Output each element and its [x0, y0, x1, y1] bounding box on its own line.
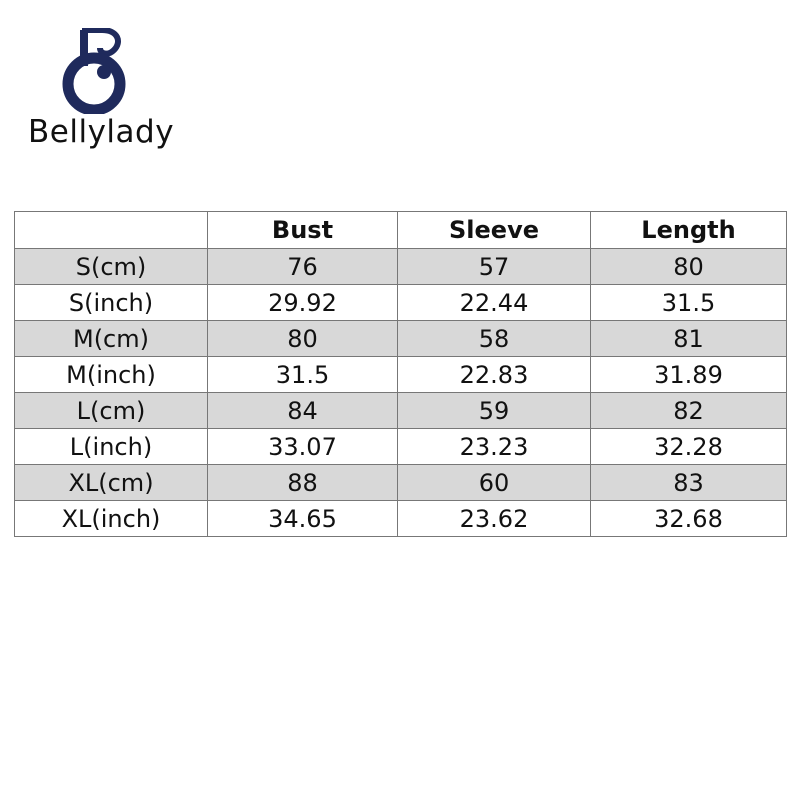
value-cell: 82 — [590, 392, 787, 429]
table-row: M(inch) 31.5 22.83 31.89 — [14, 356, 787, 393]
size-label-cell: S(cm) — [14, 248, 208, 285]
size-label-cell: L(cm) — [14, 392, 208, 429]
header-cell — [14, 211, 208, 249]
value-cell: 23.62 — [397, 500, 591, 537]
table-header-row: Bust Sleeve Length — [14, 211, 787, 249]
brand-logo — [28, 28, 178, 158]
value-cell: 60 — [397, 464, 591, 501]
brand-name: Bellylady — [28, 114, 175, 150]
value-cell: 83 — [590, 464, 787, 501]
table-row: S(inch) 29.92 22.44 31.5 — [14, 284, 787, 321]
value-cell: 84 — [207, 392, 398, 429]
table-row: L(cm) 84 59 82 — [14, 392, 787, 429]
value-cell: 81 — [590, 320, 787, 357]
size-chart-table: Bust Sleeve Length S(cm) 76 57 80 S(inch) 29.… — [14, 211, 787, 537]
value-cell: 34.65 — [207, 500, 398, 537]
value-cell: 59 — [397, 392, 591, 429]
size-label-cell: L(inch) — [14, 428, 208, 465]
value-cell: 88 — [207, 464, 398, 501]
value-cell: 22.44 — [397, 284, 591, 321]
header-cell-bust: Bust — [207, 211, 398, 249]
size-label-cell: S(inch) — [14, 284, 208, 321]
table-row: S(cm) 76 57 80 — [14, 248, 787, 285]
table-row: L(inch) 33.07 23.23 32.28 — [14, 428, 787, 465]
size-label-cell: XL(inch) — [14, 500, 208, 537]
value-cell: 58 — [397, 320, 591, 357]
value-cell: 80 — [590, 248, 787, 285]
value-cell: 22.83 — [397, 356, 591, 393]
value-cell: 76 — [207, 248, 398, 285]
value-cell: 31.5 — [207, 356, 398, 393]
value-cell: 31.89 — [590, 356, 787, 393]
header-cell-sleeve: Sleeve — [397, 211, 591, 249]
table-row: XL(inch) 34.65 23.62 32.68 — [14, 500, 787, 537]
value-cell: 80 — [207, 320, 398, 357]
value-cell: 23.23 — [397, 428, 591, 465]
table-row: M(cm) 80 58 81 — [14, 320, 787, 357]
value-cell: 57 — [397, 248, 591, 285]
size-label-cell: M(inch) — [14, 356, 208, 393]
value-cell: 32.28 — [590, 428, 787, 465]
size-label-cell: M(cm) — [14, 320, 208, 357]
header-cell-length: Length — [590, 211, 787, 249]
value-cell: 33.07 — [207, 428, 398, 465]
value-cell: 31.5 — [590, 284, 787, 321]
table-row: XL(cm) 88 60 83 — [14, 464, 787, 501]
size-label-cell: XL(cm) — [14, 464, 208, 501]
logo-monogram-icon — [62, 28, 126, 114]
value-cell: 29.92 — [207, 284, 398, 321]
value-cell: 32.68 — [590, 500, 787, 537]
